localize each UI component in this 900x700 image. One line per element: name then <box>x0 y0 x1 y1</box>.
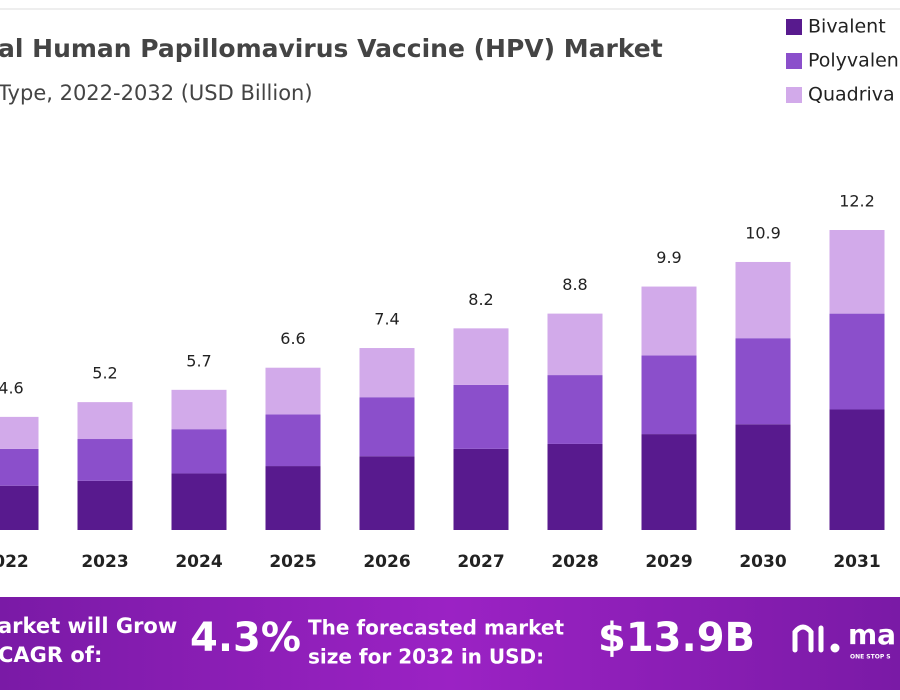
bar-segment <box>641 355 697 435</box>
bar-segment <box>77 439 133 481</box>
total-label: 6.6 <box>280 329 305 348</box>
bar-segment <box>641 286 697 356</box>
bar-segment <box>359 348 415 398</box>
banner-text: CAGR of: <box>0 643 102 667</box>
bar-segment <box>547 313 603 376</box>
chart-title: al Human Papillomavirus Vaccine (HPV) Ma… <box>0 34 663 63</box>
legend: Bivalent Polyvalen Quadriva <box>786 16 899 106</box>
bar-segment <box>171 389 227 430</box>
plot: 4.6 022 5.2 2023 5.7 2024 6.6 2025 7.4 2026 8.2 202… <box>0 192 885 572</box>
x-tick-label: 2028 <box>551 552 598 572</box>
x-tick-label: 2025 <box>269 552 316 572</box>
logo: ma <box>848 618 896 651</box>
x-tick-label: 2023 <box>81 552 128 572</box>
x-tick-label: 2024 <box>175 552 222 572</box>
total-label: 7.4 <box>374 310 399 329</box>
bar-segment <box>641 434 697 530</box>
bar-segment <box>171 429 227 474</box>
x-tick-label: 2031 <box>833 552 880 572</box>
banner <box>0 597 900 690</box>
x-tick-label: 022 <box>0 552 29 572</box>
bar-segment <box>735 338 791 425</box>
bar-segment <box>453 328 509 385</box>
x-tick-label: 2030 <box>739 552 786 572</box>
banner-text: arket will Grow <box>0 614 177 638</box>
bar-segment <box>547 443 603 530</box>
banner-text: The forecasted market <box>308 616 564 640</box>
legend-swatch <box>786 53 802 69</box>
total-label: 9.9 <box>656 248 681 267</box>
legend-label: Quadriva <box>808 84 895 106</box>
total-label: 5.2 <box>92 364 117 383</box>
banner-text: size for 2032 in USD: <box>308 645 544 669</box>
bar-segment <box>453 384 509 449</box>
legend-swatch <box>786 19 802 35</box>
total-label: 10.9 <box>745 223 781 242</box>
total-label: 12.2 <box>839 192 875 211</box>
chart-subtitle: Type, 2022-2032 (USD Billion) <box>0 81 313 105</box>
bar-segment <box>77 402 133 440</box>
bar-segment <box>265 466 321 530</box>
x-tick-label: 2029 <box>645 552 692 572</box>
bar-segment <box>265 414 321 467</box>
bar-segment <box>735 424 791 530</box>
bar-segment <box>829 313 885 410</box>
bar-segment <box>547 375 603 444</box>
cagr-value: 4.3% <box>190 615 301 661</box>
bar-segment <box>829 409 885 530</box>
bar-segment <box>829 230 885 314</box>
bar-segment <box>77 480 133 530</box>
bar-segment <box>0 448 39 486</box>
market-size: $13.9B <box>598 615 755 661</box>
total-label: 8.2 <box>468 290 493 309</box>
total-label: 4.6 <box>0 378 24 397</box>
bar-segment <box>171 473 227 530</box>
total-label: 8.8 <box>562 275 587 294</box>
legend-label: Bivalent <box>808 16 886 38</box>
bar-segment <box>359 456 415 530</box>
x-tick-label: 2026 <box>363 552 410 572</box>
bar-segment <box>265 367 321 415</box>
logo-icon <box>792 624 840 653</box>
bar-segment <box>0 485 39 530</box>
legend-swatch <box>786 87 802 103</box>
total-label: 5.7 <box>186 351 211 370</box>
legend-label: Polyvalen <box>808 50 899 72</box>
bar-segment <box>453 448 509 530</box>
bar-segment <box>0 416 39 449</box>
bar-segment <box>735 261 791 339</box>
bar-segment <box>359 397 415 457</box>
logo-tagline: ONE STOP S <box>850 654 891 661</box>
x-tick-label: 2027 <box>457 552 504 572</box>
